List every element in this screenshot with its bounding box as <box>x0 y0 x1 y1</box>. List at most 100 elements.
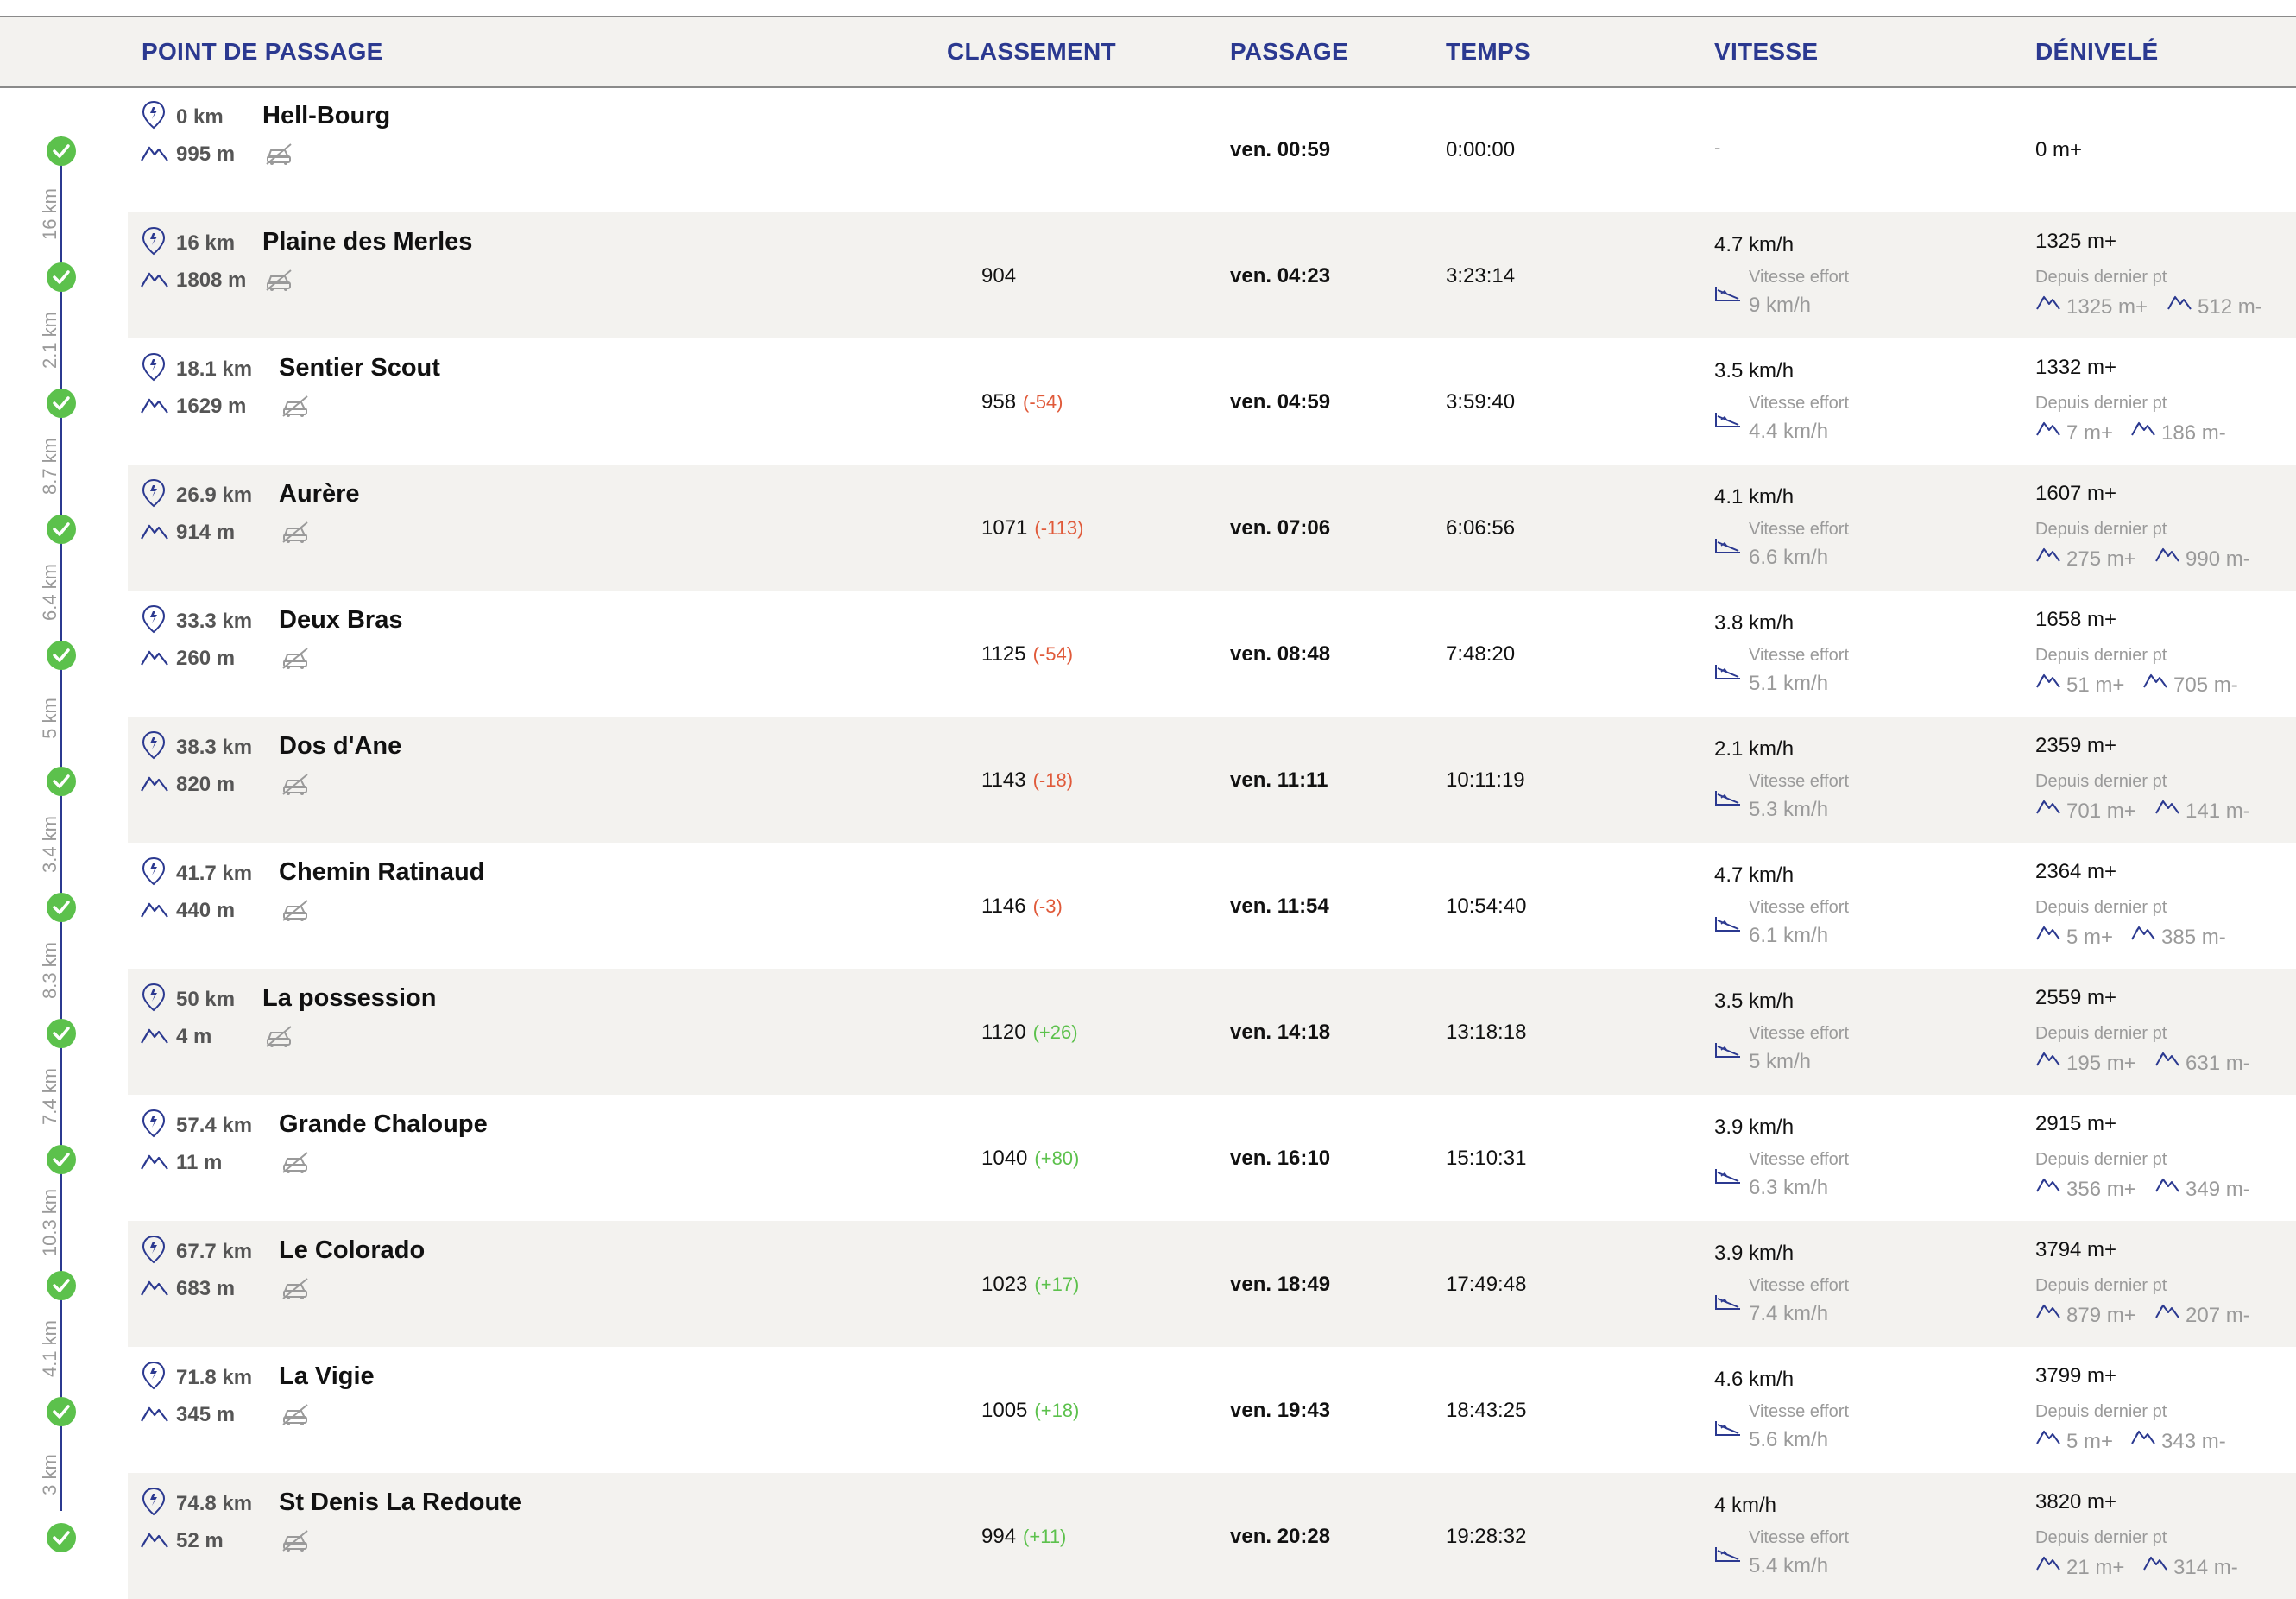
segment-distance-label: 10.3 km <box>39 1185 60 1260</box>
checkpoint-name[interactable]: Sentier Scout <box>279 354 440 382</box>
elevation-loss-value: 207 m- <box>2186 1304 2250 1327</box>
effort-speed-label: Vitesse effort <box>1749 1402 1849 1421</box>
table-row[interactable]: 41.7 km 440 m Chemin Ratinaud 1146 (-3) ven. … <box>128 843 2296 969</box>
distance-value: 33.3 km <box>176 610 253 633</box>
segment-distance-label: 4.1 km <box>39 1317 60 1381</box>
speed-value: 4.6 km/h <box>1714 1368 1795 1391</box>
elevation-gain-value: 21 m+ <box>2066 1556 2125 1579</box>
header-vitesse[interactable]: VITESSE <box>1714 38 1819 65</box>
checkpoint-name[interactable]: Plaine des Merles <box>262 228 473 256</box>
checkpoint-name[interactable]: Le Colorado <box>279 1236 426 1264</box>
elevation-gain-icon <box>2035 1554 2061 1576</box>
distance-value: 26.9 km <box>176 483 253 507</box>
header-denivele[interactable]: DÉNIVELÉ <box>2035 38 2159 65</box>
elevation-loss-value: 343 m- <box>2161 1430 2226 1453</box>
header-classement[interactable]: CLASSEMENT <box>947 38 1116 65</box>
checkpoint-name[interactable]: La possession <box>262 984 437 1012</box>
table-row[interactable]: 0 km 995 m Hell-Bourg ven. 00:59 0:00:00 - 0 m… <box>128 86 2296 212</box>
table-row[interactable]: 67.7 km 683 m Le Colorado 1023 (+17) ven. 18:… <box>128 1221 2296 1347</box>
no-car-icon <box>281 1276 310 1305</box>
checkpoint-name[interactable]: Aurère <box>279 480 360 508</box>
runner-pin-icon <box>142 478 166 512</box>
checkpoint-name[interactable]: Deux Bras <box>279 606 403 634</box>
runner-pin-icon <box>142 1361 166 1394</box>
rank-delta: (-18) <box>1032 769 1074 791</box>
checkpoint-name[interactable]: St Denis La Redoute <box>279 1488 522 1516</box>
header-temps[interactable]: TEMPS <box>1446 38 1530 65</box>
table-row[interactable]: 26.9 km 914 m Aurère 1071 (-113) ven. 07:06 6:… <box>128 465 2296 591</box>
elevation-gain-value: 7 m+ <box>2066 421 2114 445</box>
effort-speed-value: 6.3 km/h <box>1749 1176 1829 1199</box>
runner-pin-icon <box>142 1235 166 1268</box>
elevation-since-label: Depuis dernier pt <box>2035 772 2167 791</box>
elevation-total: 3799 m+ <box>2035 1364 2117 1387</box>
table-row[interactable]: 38.3 km 820 m Dos d'Ane 1143 (-18) ven. 11:11… <box>128 717 2296 843</box>
rank-value: 1125 <box>981 642 1026 666</box>
elevation-since-label: Depuis dernier pt <box>2035 1276 2167 1295</box>
runner-pin-icon <box>142 226 166 260</box>
table-row[interactable]: 71.8 km 345 m La Vigie 1005 (+18) ven. 19:43 1… <box>128 1347 2296 1473</box>
segment-distance-label: 8.7 km <box>39 434 60 498</box>
table-row[interactable]: 74.8 km 52 m St Denis La Redoute 994 (+11) ve… <box>128 1473 2296 1599</box>
checkpoint-name[interactable]: Grande Chaloupe <box>279 1110 488 1138</box>
altitude-value: 260 m <box>176 647 236 670</box>
distance-value: 18.1 km <box>176 357 253 381</box>
elapsed-time: 18:43:25 <box>1446 1399 1527 1422</box>
altitude-value: 11 m <box>176 1151 223 1174</box>
elevation-since-label: Depuis dernier pt <box>2035 898 2167 917</box>
passage-time: ven. 11:54 <box>1230 894 1329 918</box>
header-point-de-passage[interactable]: POINT DE PASSAGE <box>142 38 383 65</box>
rank-delta: (-54) <box>1023 391 1063 413</box>
segment-distance: 8.7 km <box>31 434 69 498</box>
passage-time: ven. 08:48 <box>1230 642 1331 666</box>
passage-time: ven. 04:59 <box>1230 390 1331 414</box>
elevation-loss-value: 314 m- <box>2173 1556 2238 1579</box>
effort-slope-icon <box>1714 1544 1742 1569</box>
elevation-since-label: Depuis dernier pt <box>2035 520 2167 539</box>
speed-value: 3.9 km/h <box>1714 1242 1795 1265</box>
rank-value: 1146 <box>981 894 1026 918</box>
checkpoint-name[interactable]: La Vigie <box>279 1362 375 1390</box>
effort-speed-label: Vitesse effort <box>1749 898 1849 917</box>
distance-value: 57.4 km <box>176 1114 253 1137</box>
table-row[interactable]: 16 km 1808 m Plaine des Merles 904 ven. 04:2… <box>128 212 2296 338</box>
elevation-loss-icon <box>2130 420 2156 441</box>
speed-value: 4.7 km/h <box>1714 233 1795 256</box>
no-car-icon <box>281 772 310 800</box>
checkpoint-name[interactable]: Dos d'Ane <box>279 732 402 760</box>
elevation-loss-value: 990 m- <box>2186 547 2250 571</box>
speed-value: 3.5 km/h <box>1714 989 1795 1013</box>
checkpoint-check-icon <box>47 136 76 166</box>
effort-slope-icon <box>1714 283 1742 308</box>
elevation-total: 2359 m+ <box>2035 734 2117 757</box>
elevation-total: 2559 m+ <box>2035 986 2117 1009</box>
effort-speed-label: Vitesse effort <box>1749 394 1849 413</box>
checkpoint-name[interactable]: Chemin Ratinaud <box>279 858 485 886</box>
segment-distance-label: 8.3 km <box>39 939 60 1002</box>
elevation-since-label: Depuis dernier pt <box>2035 646 2167 665</box>
table-row[interactable]: 18.1 km 1629 m Sentier Scout 958 (-54) ven. 0… <box>128 338 2296 465</box>
elevation-gain-value: 1325 m+ <box>2066 295 2148 319</box>
table-header: POINT DE PASSAGE CLASSEMENT PASSAGE TEMP… <box>0 17 2296 88</box>
table-row[interactable]: 33.3 km 260 m Deux Bras 1125 (-54) ven. 08:48… <box>128 591 2296 717</box>
header-passage[interactable]: PASSAGE <box>1230 38 1348 65</box>
altitude-value: 820 m <box>176 773 236 796</box>
effort-slope-icon <box>1714 1292 1742 1317</box>
mountain-icon <box>140 1530 169 1553</box>
table-row[interactable]: 50 km 4 m La possession 1120 (+26) ven. 14:18… <box>128 969 2296 1095</box>
checkpoint-check-icon <box>47 1397 76 1426</box>
distance-value: 67.7 km <box>176 1240 253 1263</box>
effort-speed-label: Vitesse effort <box>1749 1150 1849 1169</box>
checkpoint-name[interactable]: Hell-Bourg <box>262 102 391 130</box>
altitude-value: 683 m <box>176 1277 236 1300</box>
table-row[interactable]: 57.4 km 11 m Grande Chaloupe 1040 (+80) ven. … <box>128 1095 2296 1221</box>
altitude-value: 4 m <box>176 1025 212 1048</box>
mountain-icon <box>140 774 169 797</box>
rank-delta: (-54) <box>1032 643 1074 665</box>
elevation-gain-icon <box>2035 798 2061 819</box>
elevation-gain-value: 5 m+ <box>2066 1430 2114 1453</box>
speed-empty: - <box>1714 136 1721 158</box>
rank-delta: (-113) <box>1034 517 1084 539</box>
elevation-since-label: Depuis dernier pt <box>2035 268 2167 287</box>
effort-slope-icon <box>1714 661 1742 686</box>
